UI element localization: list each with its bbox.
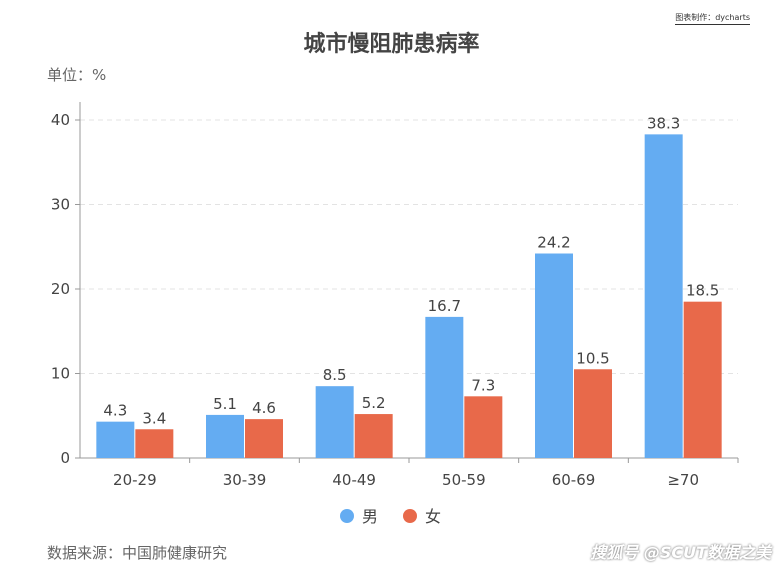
bar-male [644, 134, 683, 459]
bar-female [464, 396, 503, 458]
legend-label: 女 [425, 507, 441, 526]
data-source: 数据来源：中国肺健康研究 [47, 544, 228, 562]
legend: 男女 [340, 507, 441, 526]
chart-credit: 图表制作：dycharts [675, 13, 750, 25]
bar-female [574, 369, 612, 458]
label-layer: 4.3 3.4 5.1 4.6 8.5 5.2 16.7 7.3 24.2 10.5 38.3 18.… [103, 114, 719, 427]
legend-label: 男 [362, 507, 378, 526]
bar-male [425, 316, 464, 458]
bar-male [96, 421, 135, 458]
value-label: 3.4 [142, 409, 166, 427]
x-tick-label: 50-59 [442, 471, 486, 489]
y-tick-label: 0 [60, 449, 70, 467]
bar-male [206, 414, 244, 458]
x-tick-label: 20-29 [113, 471, 157, 489]
x-tick-label: 30-39 [223, 471, 267, 489]
value-label: 10.5 [576, 349, 609, 367]
bar-male [315, 386, 354, 458]
value-label: 4.3 [103, 402, 127, 420]
bar-female [354, 414, 393, 458]
legend-marker-male [340, 509, 354, 523]
value-label: 38.3 [647, 114, 680, 132]
value-label: 24.2 [537, 234, 570, 252]
y-tick-label: 40 [51, 111, 70, 129]
value-label: 5.1 [213, 395, 237, 413]
y-tick-label: 20 [51, 280, 70, 298]
bar-female [683, 301, 722, 458]
x-tick-label: 40-49 [332, 471, 376, 489]
unit-label: 单位：% [47, 66, 107, 84]
axis-layer: 0 10 20 30 40 20-29 30-39 40-49 50-59 60-69 ≥70 [51, 102, 739, 489]
bar-female [135, 429, 174, 458]
x-tick-label: 60-69 [552, 471, 596, 489]
value-label: 16.7 [428, 297, 461, 315]
value-label: 7.3 [471, 376, 495, 394]
bar-female [245, 419, 283, 458]
x-tick-label: ≥70 [667, 471, 699, 489]
y-tick-label: 10 [51, 365, 70, 383]
watermark: 搜狐号 @SCUT数据之美 [590, 543, 771, 562]
value-label: 18.5 [686, 282, 719, 300]
grid-layer [80, 119, 738, 374]
y-tick-label: 30 [51, 196, 70, 214]
chart-title: 城市慢阻肺患病率 [303, 32, 480, 57]
bar-layer [96, 134, 722, 459]
bar-male [535, 253, 573, 458]
value-label: 8.5 [323, 366, 347, 384]
legend-marker-female [403, 509, 417, 523]
value-label: 4.6 [252, 399, 276, 417]
value-label: 5.2 [362, 394, 386, 412]
